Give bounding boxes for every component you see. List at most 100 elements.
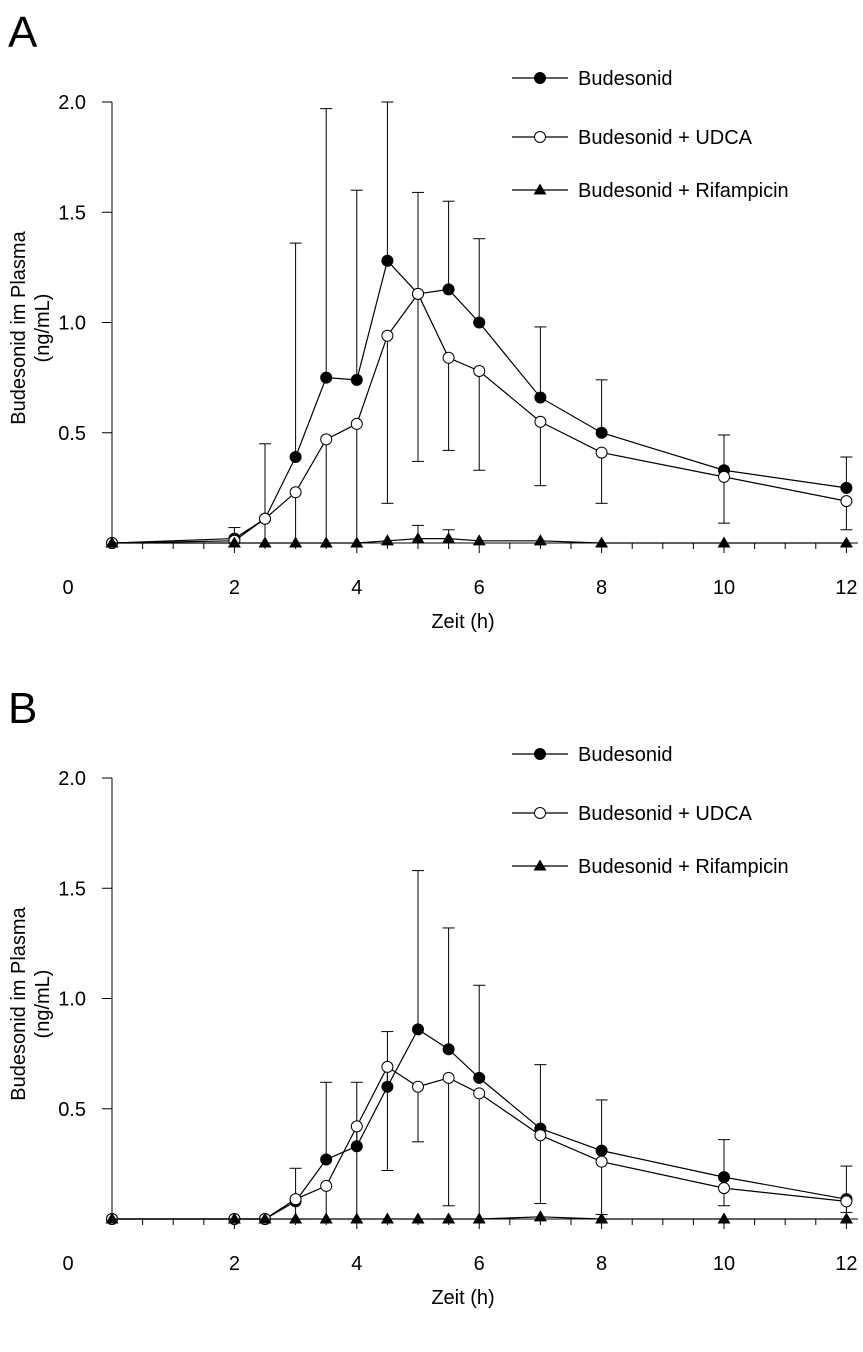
data-point — [472, 1212, 486, 1224]
data-point — [839, 536, 853, 548]
error-bars-series-1 — [264, 293, 853, 543]
legend-label: Budesonid + UDCA — [578, 803, 753, 825]
data-point — [442, 532, 456, 544]
series-line-2 — [112, 1216, 847, 1220]
data-point — [411, 532, 425, 544]
x-tick-label: 2 — [229, 577, 240, 599]
data-point — [473, 1087, 486, 1100]
data-point — [472, 534, 486, 546]
series-line-0 — [111, 259, 847, 544]
y-axis-unit: (ng/mL) — [32, 970, 54, 1039]
error-bars-series-1 — [295, 1066, 853, 1219]
data-point — [258, 536, 272, 548]
y-tick-label: 0.5 — [58, 423, 86, 445]
data-point — [534, 1129, 547, 1142]
legend-marker — [534, 131, 546, 143]
y-tick-label: 1.0 — [58, 989, 86, 1011]
y-tick-label: 2.0 — [58, 92, 86, 114]
data-point — [442, 1043, 455, 1056]
legend-marker — [534, 748, 546, 760]
data-point — [319, 536, 333, 548]
x-tick-label: 12 — [835, 577, 857, 599]
data-point — [534, 415, 547, 428]
data-point — [350, 1140, 363, 1153]
data-point — [595, 1155, 608, 1168]
panel-label-a: A — [8, 8, 38, 57]
data-point — [259, 512, 271, 525]
data-point — [412, 287, 424, 300]
chart-panel-a: A 0 2 4 6 8 10 12 0.5 1.0 1.5 2.0 Zeit (h) Budesonid… — [8, 8, 858, 633]
data-point — [227, 1212, 241, 1224]
y-axis-label: Budesonid im Plasma — [8, 906, 30, 1100]
data-point — [595, 536, 609, 548]
data-point — [289, 536, 303, 548]
data-point — [350, 373, 363, 386]
data-point — [473, 1071, 486, 1084]
x-tick-label: 10 — [713, 577, 735, 599]
data-point — [411, 1212, 425, 1224]
legend-label: Budesonid + UDCA — [578, 127, 753, 149]
data-point — [380, 1212, 394, 1224]
data-point — [718, 1171, 730, 1184]
x-tick-label: 10 — [713, 1253, 735, 1275]
y-tick-label: 1.0 — [58, 313, 86, 335]
data-point — [473, 365, 486, 378]
y-axis-unit: (ng/mL) — [32, 294, 54, 363]
data-point — [442, 283, 455, 296]
series-points-2 — [105, 532, 853, 548]
data-point — [381, 254, 394, 267]
data-point — [718, 470, 730, 483]
data-point — [350, 1120, 363, 1133]
error-bars-series-0 — [289, 870, 853, 1202]
data-point — [105, 1212, 119, 1224]
legend-label: Budesonid — [578, 68, 673, 90]
y-axis-label: Budesonid im Plasma — [8, 230, 30, 424]
legend-label: Budesonid — [578, 744, 673, 766]
x-tick-label: 2 — [229, 1253, 240, 1275]
data-point — [320, 371, 333, 384]
data-point — [320, 1153, 333, 1166]
data-point — [595, 1212, 609, 1224]
data-point — [533, 1210, 547, 1222]
data-point — [320, 433, 333, 446]
data-point — [350, 536, 364, 548]
data-point — [381, 1080, 394, 1093]
data-point — [350, 1212, 364, 1224]
data-point — [289, 451, 302, 464]
data-point — [840, 481, 853, 494]
data-point — [534, 391, 547, 404]
data-point — [718, 1182, 730, 1195]
x-tick-label: 0 — [62, 577, 73, 599]
legend-label: Budesonid + Rifampicin — [578, 180, 789, 202]
x-tick-label: 8 — [596, 1253, 607, 1275]
data-point — [442, 1212, 456, 1224]
legend: Budesonid Budesonid + UDCA Budesonid + Rif… — [512, 744, 789, 878]
data-point — [473, 316, 486, 329]
x-tick-label: 6 — [474, 1253, 485, 1275]
series-line-1 — [111, 292, 847, 544]
chart-panel-b: B 0 2 4 6 8 10 12 0.5 1.0 1.5 2.0 Zeit (h) Budesonid… — [0, 676, 863, 1352]
data-point — [595, 426, 608, 439]
x-axis-label: Zeit (h) — [431, 1287, 494, 1309]
data-point — [350, 417, 363, 430]
legend-marker — [534, 807, 546, 819]
error-bars-series-0 — [228, 101, 853, 539]
legend-label: Budesonid + Rifampicin — [578, 856, 789, 878]
data-point — [380, 534, 394, 546]
data-point — [840, 495, 853, 508]
legend-marker — [533, 859, 547, 871]
panel-label-b: B — [8, 684, 38, 733]
x-tick-label: 8 — [596, 577, 607, 599]
x-tick-label: 12 — [835, 1253, 857, 1275]
y-tick-label: 1.5 — [58, 202, 86, 224]
data-point — [595, 446, 608, 459]
data-point — [717, 1212, 731, 1224]
y-tick-label: 2.0 — [58, 768, 86, 790]
data-point — [258, 1212, 272, 1224]
chart-b-svg: 0 2 4 6 8 10 12 0.5 1.0 1.5 2.0 Zeit (h) Budesonid i… — [8, 744, 858, 1309]
x-tick-label: 6 — [474, 577, 485, 599]
legend-marker — [534, 72, 546, 84]
data-point — [381, 329, 394, 342]
data-point — [442, 1071, 455, 1084]
data-point — [595, 1144, 608, 1157]
